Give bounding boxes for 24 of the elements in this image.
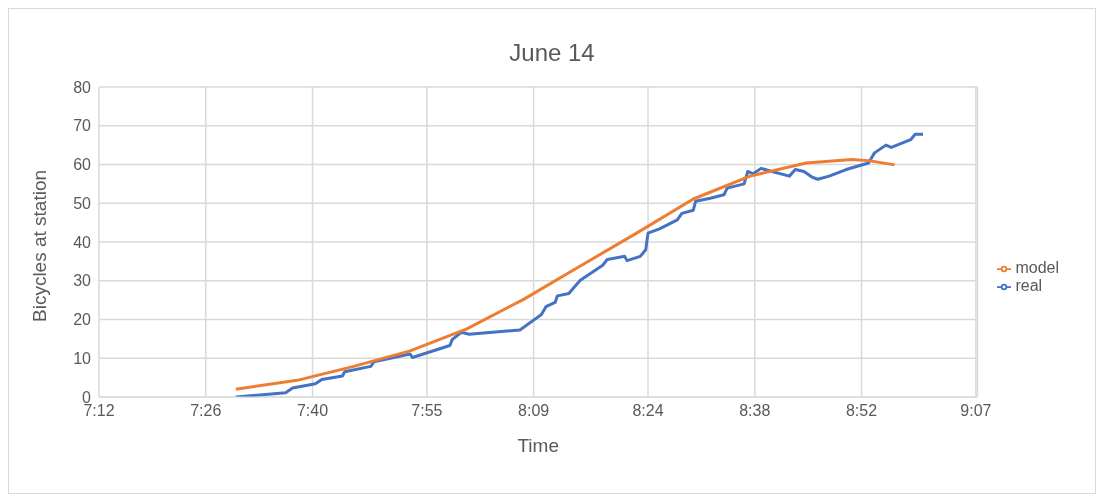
legend-label: model <box>1015 259 1059 276</box>
line-series <box>234 157 897 391</box>
line-series <box>234 132 925 397</box>
x-tick-label: 8:24 <box>632 402 664 420</box>
y-tick-label: 40 <box>73 233 92 251</box>
x-tick-label: 7:26 <box>190 402 222 420</box>
y-axis-title: Bicycles at station <box>28 169 50 322</box>
y-tick-label: 60 <box>73 156 92 174</box>
x-tick-label: 7:55 <box>411 402 443 420</box>
y-tick-label: 20 <box>73 311 92 329</box>
x-tick-label: 7:12 <box>83 402 115 420</box>
y-tick-label: 70 <box>73 117 92 135</box>
chart-title: June 14 <box>508 39 596 67</box>
x-tick-label: 7:40 <box>296 402 329 420</box>
legend-label: real <box>1015 277 1043 294</box>
y-tick-label: 30 <box>73 272 92 290</box>
x-axis-title: Time <box>517 435 559 456</box>
y-tick-label: 80 <box>73 78 92 96</box>
x-tick-label: 8:09 <box>518 402 550 420</box>
x-tick-label: 8:52 <box>845 402 878 420</box>
x-tick-label: 8:38 <box>739 402 771 420</box>
y-tick-label: 10 <box>73 349 92 367</box>
x-tick-label: 9:07 <box>960 402 992 420</box>
y-tick-label: 50 <box>73 194 92 212</box>
